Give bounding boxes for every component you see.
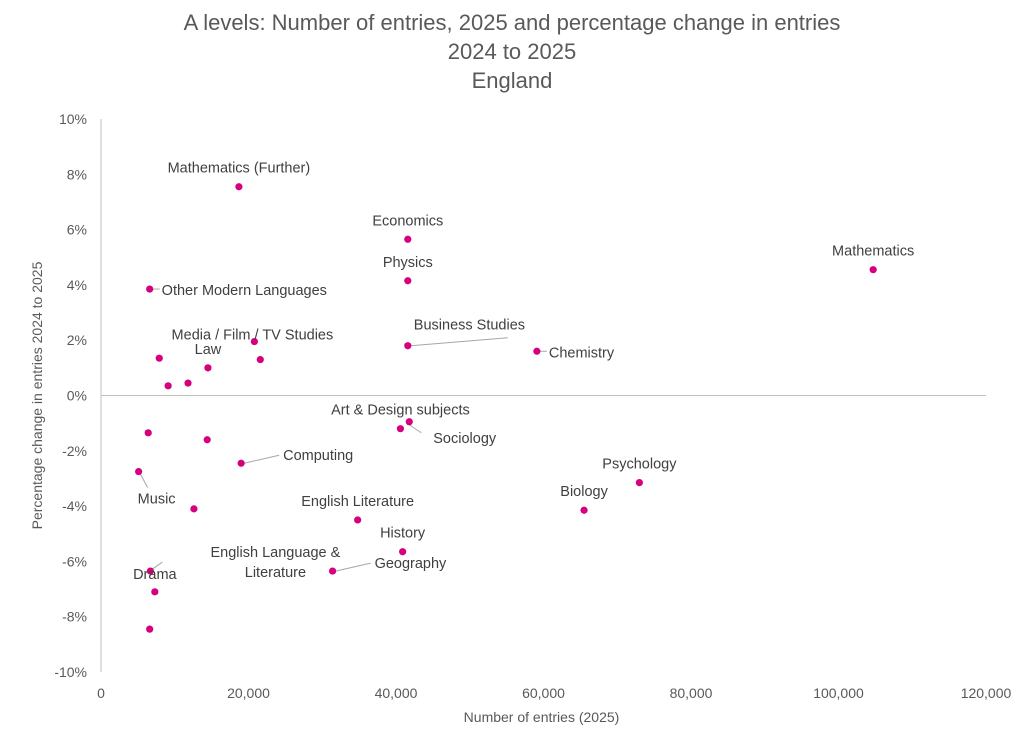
label-computing: Computing — [283, 448, 353, 464]
leader-line — [410, 337, 508, 347]
label-english-literature: English Literature — [301, 494, 414, 510]
leader-lines — [140, 288, 547, 572]
point-psychology — [635, 478, 643, 487]
point-economics — [404, 235, 412, 243]
point-unlabelled-e — [144, 429, 152, 437]
x-tick-label: 40,000 — [375, 685, 418, 701]
point-unlabelled-g — [190, 505, 198, 513]
point-media-film-tv-studies — [250, 337, 258, 346]
y-tick-label: 8% — [67, 166, 87, 182]
point-business-studies — [404, 342, 412, 350]
point-art-design-subjects — [396, 425, 405, 433]
label-business-studies: Business Studies — [414, 318, 525, 334]
label-law: Law — [195, 342, 222, 358]
point-unlabelled-b — [155, 354, 163, 362]
point-unlabelled-h — [146, 625, 154, 633]
point-unlabelled-c — [184, 379, 192, 387]
label-drama: Drama — [133, 567, 177, 583]
point-mathematics-further — [235, 183, 243, 191]
x-tick-label: 100,000 — [813, 685, 864, 701]
label-other-modern-languages: Other Modern Languages — [162, 283, 327, 299]
point-mathematics — [869, 266, 877, 274]
point-other-modern-languages — [146, 285, 154, 293]
x-axis-title: Number of entries (2025) — [464, 709, 620, 725]
chart-title-line-2: 2024 to 2025 — [447, 39, 577, 64]
label-geography: Geography — [375, 556, 447, 572]
point-chemistry — [533, 347, 541, 355]
y-tick-label: -10% — [54, 664, 87, 680]
chart-title-line-3: England — [471, 68, 553, 93]
label-economics: Economics — [372, 213, 443, 229]
chart-title: A levels: Number of entries, 2025 and pe… — [0, 8, 1024, 95]
label-sociology: Sociology — [433, 431, 497, 447]
point-computing — [237, 459, 245, 467]
y-tick-label: -2% — [62, 443, 87, 459]
y-tick-label: -8% — [62, 609, 87, 625]
y-tick-label: 6% — [67, 222, 87, 238]
leader-line — [408, 424, 422, 434]
point-geography — [328, 567, 337, 575]
label-psychology: Psychology — [602, 457, 677, 473]
label-mathematics: Mathematics — [832, 244, 914, 260]
point-history — [399, 548, 407, 556]
point-unlabelled-f — [203, 436, 211, 444]
y-tick-label: 10% — [59, 111, 87, 127]
y-tick-label: 2% — [67, 332, 87, 348]
y-tick-label: 0% — [67, 388, 87, 404]
label-biology: Biology — [560, 484, 608, 500]
point-law — [204, 364, 212, 372]
data-points — [135, 183, 877, 633]
y-axis-title: Percentage change in entries 2024 to 202… — [29, 261, 45, 529]
leader-line — [140, 474, 149, 488]
chart-title-line-1: A levels: Number of entries, 2025 and pe… — [183, 10, 841, 35]
point-sociology — [405, 418, 413, 426]
point-english-language-literature — [146, 567, 155, 575]
label-music: Music — [138, 492, 176, 508]
x-tick-label: 120,000 — [961, 685, 1012, 701]
point-unlabelled-a — [256, 355, 264, 364]
y-tick-label: -6% — [62, 553, 87, 569]
point-labels: Mathematics (Further) Economics Mathematic… — [133, 161, 914, 583]
point-music — [135, 467, 143, 476]
x-tick-label: 20,000 — [227, 685, 270, 701]
label-chemistry: Chemistry — [549, 345, 615, 361]
leader-line — [244, 454, 280, 464]
point-unlabelled-d — [164, 382, 172, 390]
x-tick-label: 60,000 — [522, 685, 565, 701]
label-physics: Physics — [383, 255, 433, 271]
label-mathematics-further: Mathematics (Further) — [168, 161, 311, 177]
point-physics — [404, 277, 412, 285]
y-tick-label: 4% — [67, 277, 87, 293]
label-art-design-subjects: Art & Design subjects — [331, 403, 470, 419]
x-tick-label: 0 — [97, 685, 105, 701]
leader-line — [152, 561, 163, 570]
point-drama — [151, 588, 159, 596]
label-history: History — [380, 526, 426, 542]
x-tick-label: 80,000 — [670, 685, 713, 701]
axes: 10% 8% 6% 4% 2% 0% -2% -4% -6% -8% -10% 0 20,000 40,0… — [54, 111, 1011, 701]
label-media-film-tv-studies: Media / Film / TV Studies — [172, 328, 334, 344]
y-tick-label: -4% — [62, 498, 87, 514]
point-biology — [580, 506, 588, 514]
point-english-literature — [354, 516, 362, 524]
label-english-language-literature: English Language & Literature — [211, 545, 341, 581]
leader-line — [335, 562, 371, 572]
